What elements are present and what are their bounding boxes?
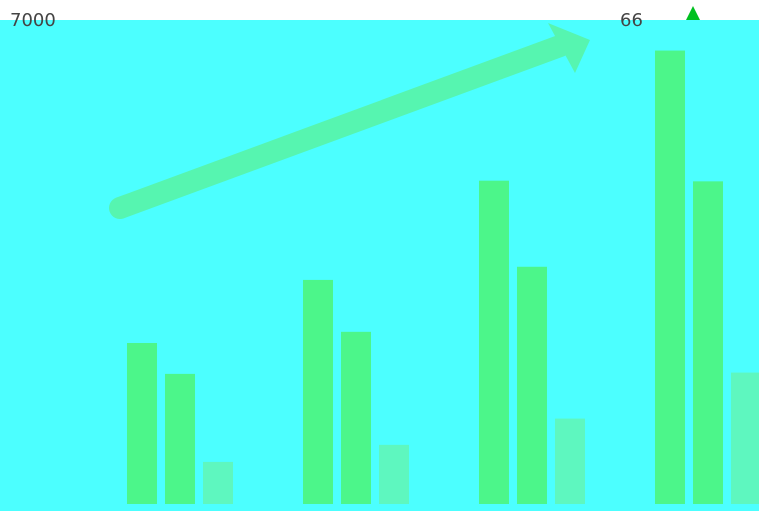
y-tick-label: 7000: [10, 10, 56, 31]
bar-secondary: [165, 373, 195, 504]
small-triangle-marker: [686, 6, 700, 20]
top-band: [0, 0, 759, 20]
trend-arrow: [109, 23, 590, 219]
bar-primary: [479, 180, 509, 504]
bars-layer: [127, 50, 759, 505]
bar-secondary: [341, 331, 371, 504]
trend-arrow-head: [548, 23, 590, 73]
bar-secondary: [517, 266, 547, 504]
bar-secondary: [693, 181, 723, 505]
bar-primary: [127, 343, 157, 504]
partial-top-label: 66: [620, 10, 643, 31]
bar-tertiary: [379, 444, 409, 504]
bar-tertiary: [731, 372, 759, 504]
bar-primary: [655, 50, 685, 504]
bar-tertiary: [555, 418, 585, 504]
trend-arrow-shaft: [109, 35, 571, 219]
bar-tertiary: [203, 461, 233, 504]
bar-primary: [303, 279, 333, 504]
